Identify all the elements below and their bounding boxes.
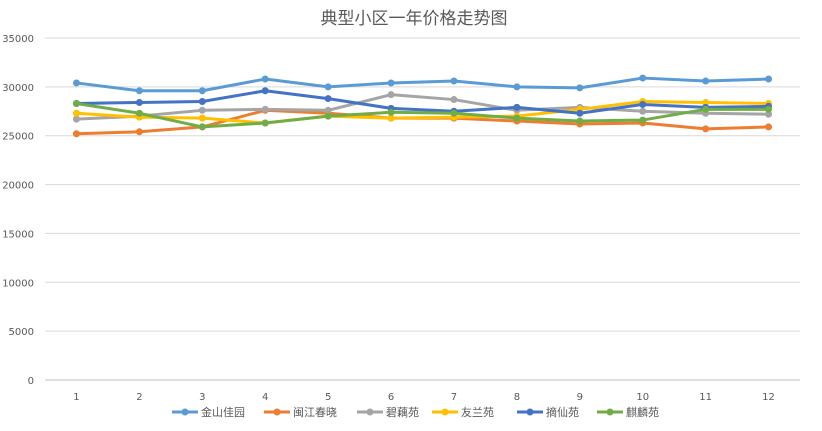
legend-item: 金山佳园	[172, 405, 245, 419]
x-tick-label: 8	[514, 392, 520, 403]
y-tick-label: 25000	[2, 132, 34, 143]
series-line	[76, 93, 769, 121]
data-point	[702, 98, 710, 106]
x-tick-label: 1	[73, 392, 79, 403]
data-point	[702, 77, 710, 85]
legend-marker	[181, 408, 189, 416]
legend-label: 摘仙苑	[546, 405, 579, 419]
data-point	[576, 117, 584, 125]
x-tick-label: 6	[388, 392, 394, 403]
series-line	[76, 76, 769, 93]
data-point	[450, 109, 458, 117]
legend-item: 麒麟苑	[597, 405, 659, 419]
data-point	[198, 123, 206, 131]
data-point	[639, 100, 647, 108]
data-point	[135, 87, 143, 95]
legend-label: 碧藕苑	[386, 406, 419, 419]
data-point	[765, 123, 773, 131]
legend-label: 友兰苑	[461, 405, 494, 419]
data-point	[387, 91, 395, 99]
data-point	[324, 112, 332, 120]
data-point	[198, 98, 206, 106]
data-point	[72, 109, 80, 117]
x-tick-label: 7	[451, 392, 457, 403]
y-tick-label: 30000	[2, 83, 34, 94]
data-point	[639, 74, 647, 82]
data-point	[450, 96, 458, 104]
data-point	[72, 115, 80, 123]
legend-item: 碧藕苑	[357, 406, 419, 419]
data-point	[765, 110, 773, 118]
data-point	[72, 79, 80, 87]
data-point	[513, 83, 521, 91]
series-line	[76, 100, 769, 125]
x-tick-label: 4	[262, 392, 268, 403]
data-point	[387, 108, 395, 116]
y-tick-label: 15000	[2, 229, 34, 240]
y-tick-label: 10000	[2, 278, 34, 289]
data-point	[702, 105, 710, 113]
x-tick-label: 12	[762, 392, 775, 403]
data-point	[198, 114, 206, 122]
x-tick-label: 10	[636, 392, 649, 403]
data-point	[198, 106, 206, 114]
legend-label: 闽江春晓	[293, 406, 337, 419]
y-tick-label: 0	[28, 376, 34, 387]
chart-title: 典型小区一年价格走势图	[321, 9, 508, 29]
x-tick-label: 2	[136, 392, 142, 403]
data-point	[513, 114, 521, 122]
data-point	[576, 84, 584, 92]
data-point	[72, 130, 80, 138]
data-point	[387, 79, 395, 87]
series-line	[76, 89, 769, 115]
data-point	[387, 114, 395, 122]
data-point	[198, 87, 206, 95]
data-point	[261, 105, 269, 113]
data-point	[702, 125, 710, 133]
data-point	[765, 75, 773, 83]
data-point	[261, 119, 269, 127]
legend-marker	[606, 408, 614, 416]
data-point	[639, 107, 647, 115]
data-point	[135, 128, 143, 136]
data-point	[324, 106, 332, 114]
data-point	[450, 77, 458, 85]
y-tick-label: 20000	[2, 181, 34, 192]
y-tick-label: 35000	[2, 34, 34, 45]
legend-marker	[526, 408, 534, 416]
data-point	[324, 83, 332, 91]
data-point	[72, 99, 80, 107]
data-point	[135, 109, 143, 117]
data-point	[576, 109, 584, 117]
legend-item: 摘仙苑	[517, 405, 579, 419]
data-point	[261, 87, 269, 95]
data-point	[639, 116, 647, 124]
data-point	[324, 95, 332, 103]
data-point	[261, 75, 269, 83]
x-tick-label: 5	[325, 392, 331, 403]
legend-marker	[273, 408, 281, 416]
series-line	[76, 101, 769, 129]
y-tick-label: 5000	[9, 327, 34, 338]
data-point	[513, 103, 521, 111]
legend-marker	[366, 408, 374, 416]
legend-item: 友兰苑	[432, 405, 494, 419]
data-point	[765, 105, 773, 113]
data-point	[135, 98, 143, 106]
x-tick-label: 11	[699, 392, 712, 403]
x-tick-label: 3	[199, 392, 205, 403]
legend-marker	[441, 408, 449, 416]
legend-label: 金山佳园	[201, 405, 245, 419]
x-tick-label: 9	[577, 392, 583, 403]
legend-item: 闽江春晓	[264, 406, 337, 419]
series-6	[72, 99, 773, 131]
series-1	[72, 74, 773, 95]
legend-label: 麒麟苑	[626, 405, 659, 419]
